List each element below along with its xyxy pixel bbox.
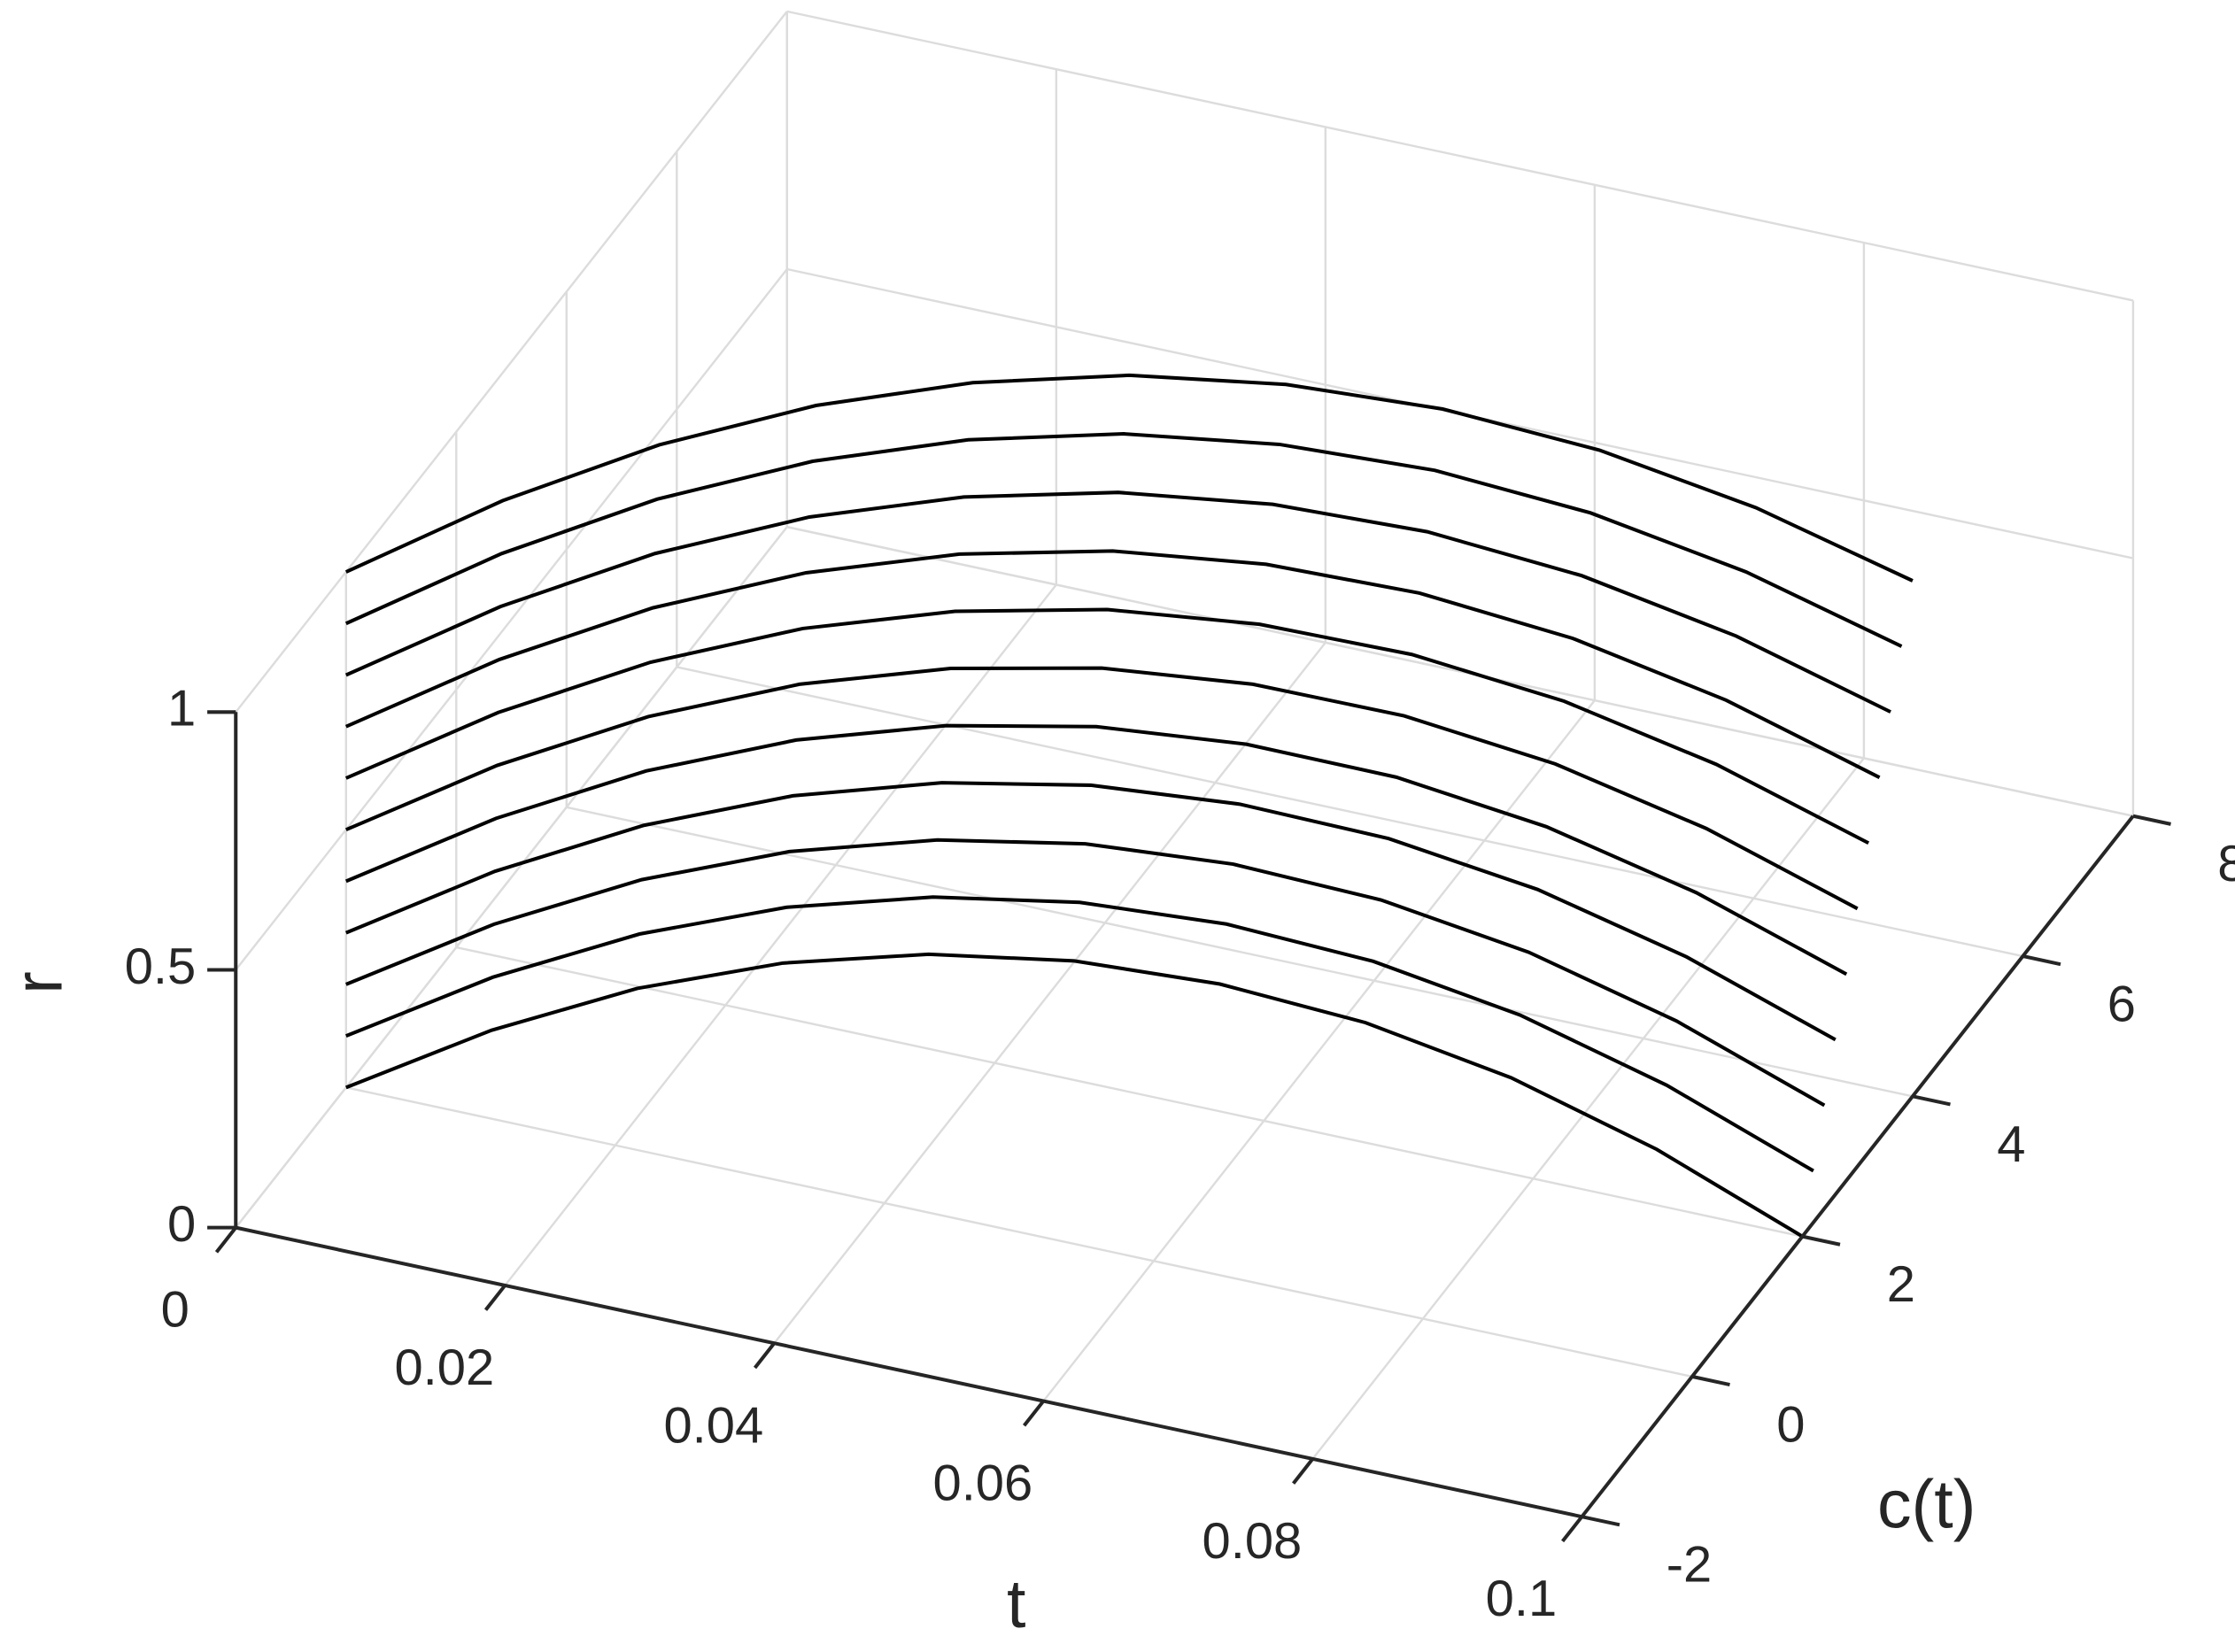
data-line — [345, 895, 1814, 1173]
grid-line — [504, 583, 1057, 1286]
y-tick — [1581, 1515, 1620, 1527]
grid-line — [566, 806, 1914, 1098]
data-line — [344, 373, 1914, 583]
z-tick-label: 0 — [167, 1196, 196, 1253]
y-tick-label: 2 — [1887, 1256, 1915, 1313]
y-axis-label: c(t) — [1877, 1467, 1976, 1543]
grid-line — [1311, 757, 1865, 1460]
lines — [344, 373, 1914, 1239]
x-tick — [483, 1284, 507, 1311]
z-tick-label: 1 — [167, 681, 196, 737]
x-tick — [1292, 1457, 1314, 1485]
x-tick — [1022, 1400, 1045, 1427]
y-tick — [1691, 1374, 1730, 1387]
grid-line — [456, 946, 1803, 1238]
y-tick-label: 6 — [2107, 976, 2136, 1032]
y-tick — [1802, 1234, 1841, 1247]
data-line — [345, 838, 1826, 1108]
x-tick-label: 0.04 — [663, 1397, 763, 1454]
grid — [235, 10, 2135, 1518]
data-line — [344, 607, 1870, 845]
y-tick-label: 0 — [1776, 1396, 1805, 1453]
data-line — [344, 723, 1848, 977]
grid-line — [773, 642, 1326, 1344]
grid-line — [345, 1086, 1693, 1378]
x-tick-label: 0.1 — [1486, 1571, 1558, 1627]
y-tick-label: 4 — [1997, 1116, 2025, 1173]
data-line — [345, 952, 1804, 1239]
data-line — [344, 666, 1859, 911]
y-axis — [1580, 814, 2135, 1518]
y-tick-label: 8 — [2217, 836, 2235, 892]
x-tick-label: 0.08 — [1203, 1513, 1303, 1570]
z-axis-label: r — [0, 971, 76, 994]
x-tick — [753, 1342, 776, 1370]
grid-line — [786, 10, 2134, 302]
grid-line — [235, 268, 788, 971]
x-tick-label: 0.06 — [933, 1455, 1033, 1512]
data-line — [344, 490, 1891, 714]
y-tick — [2132, 814, 2171, 826]
y-tick — [2022, 954, 2061, 967]
y-tick-label: -2 — [1667, 1537, 1713, 1594]
x-tick — [214, 1226, 237, 1254]
x-tick-label: 0 — [161, 1282, 189, 1339]
z-tick-label: 0.5 — [125, 938, 197, 995]
data-line — [345, 781, 1837, 1042]
y-tick — [1912, 1094, 1951, 1107]
x-axis — [235, 1225, 1582, 1519]
grid-line — [677, 666, 2023, 958]
x-tick-label: 0.02 — [394, 1339, 494, 1396]
grid-line — [235, 526, 788, 1229]
data-line — [344, 432, 1903, 648]
grid-line — [235, 11, 788, 714]
axes: 0 0.02 0.04 0.06 0.08 0.1 -2 0 2 4 6 8 0 0.5 1 — [125, 681, 2235, 1628]
grid-line — [1042, 699, 1596, 1402]
x-tick — [1561, 1515, 1583, 1543]
grid-line — [786, 526, 2134, 817]
data-line — [344, 549, 1881, 779]
x-axis-label: t — [1007, 1566, 1025, 1642]
